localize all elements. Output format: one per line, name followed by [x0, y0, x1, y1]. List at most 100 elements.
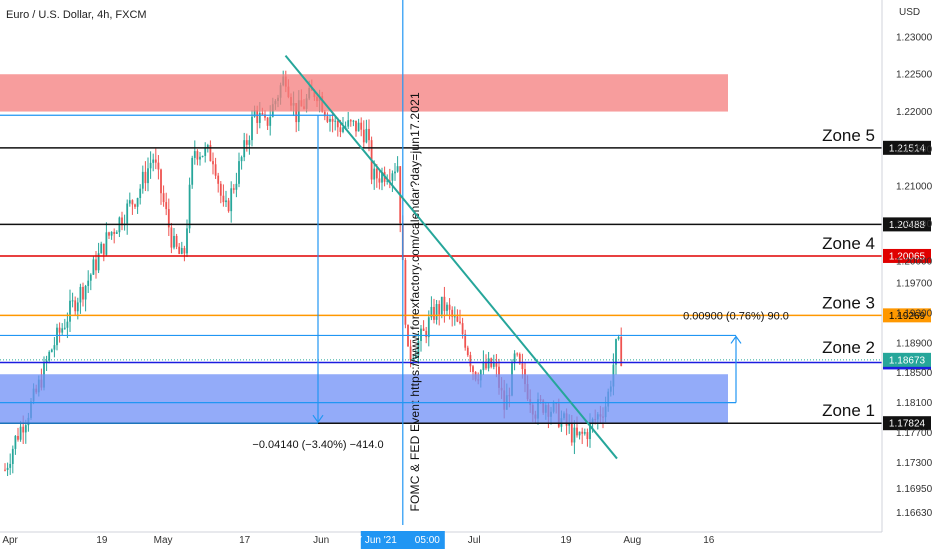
- candle-body: [581, 431, 584, 434]
- candle-body: [461, 323, 464, 335]
- candle-body: [113, 231, 116, 234]
- candle-body: [225, 200, 227, 203]
- time-tick-label: Aug: [623, 535, 641, 546]
- candle-body: [214, 164, 217, 176]
- candle-body: [485, 361, 487, 369]
- candle-body: [375, 168, 378, 179]
- candle-body: [22, 426, 25, 433]
- candle-body: [438, 304, 441, 315]
- candle-body: [258, 113, 261, 123]
- candle-body: [240, 157, 243, 162]
- candle-body: [84, 285, 87, 300]
- candle-body: [238, 161, 240, 184]
- candle-body: [495, 362, 498, 367]
- candle-body: [149, 162, 152, 169]
- candle-body: [253, 110, 256, 117]
- candle-body: [433, 306, 435, 320]
- price-badge: 1.20488: [889, 220, 926, 231]
- candle-body: [349, 120, 352, 122]
- price-badge: 1.20065: [889, 251, 926, 262]
- candle-body: [492, 362, 495, 367]
- candle-body: [256, 110, 259, 123]
- candle-body: [219, 183, 222, 196]
- price-tick-label: 1.20000: [896, 256, 932, 267]
- time-axis[interactable]: Apr 19 May 17 Jun 17 Jun '21 05:00 Jul 19 Aug 16: [0, 531, 882, 549]
- candle-body: [420, 328, 422, 342]
- candle-body: [165, 202, 168, 210]
- candle-body: [136, 198, 139, 207]
- drop-measure-label: −0.04140 (−3.40%) −414.0: [252, 439, 383, 451]
- candle-body: [160, 169, 162, 194]
- price-tick-label: 1.18500: [896, 368, 932, 379]
- candle-body: [144, 171, 147, 184]
- price-tick-label: 1.17300: [896, 458, 932, 469]
- time-tick-label: Apr: [2, 535, 18, 546]
- candle-body: [201, 155, 204, 157]
- candle-body: [414, 355, 417, 359]
- candle-body: [570, 423, 573, 443]
- candle-body: [264, 114, 266, 118]
- candle-body: [357, 122, 360, 132]
- candle-body: [76, 302, 79, 312]
- candle-body: [66, 321, 69, 328]
- candle-body: [295, 103, 298, 123]
- price-badge: 1.17824: [889, 419, 926, 430]
- chart-title: Euro / U.S. Dollar, 4h, FXCM: [6, 9, 147, 21]
- candle-body: [212, 161, 214, 165]
- candle-body: [167, 209, 170, 228]
- candle-body: [362, 129, 365, 143]
- candle-body: [412, 358, 415, 360]
- candle-body: [128, 200, 131, 204]
- candle-body: [269, 116, 272, 126]
- candle-body: [248, 140, 251, 145]
- candle-body: [266, 117, 269, 126]
- candle-body: [4, 469, 6, 471]
- candle-body: [115, 232, 118, 234]
- candle-body: [61, 328, 64, 333]
- candle-body: [17, 435, 19, 440]
- trendline[interactable]: [284, 54, 618, 460]
- support-zone: [0, 374, 728, 424]
- candle-body: [178, 246, 181, 254]
- price-tick-label: 1.22500: [896, 70, 932, 81]
- candle-body: [45, 360, 48, 362]
- candle-body: [589, 422, 591, 440]
- candle-body: [578, 431, 581, 436]
- candle-body: [193, 151, 196, 158]
- price-tick-label: 1.18900: [896, 338, 932, 349]
- candle-body: [386, 180, 389, 182]
- levels-layer: 1.21514 Zone 5 1.20488 1.20065 Zone 4 1.19269…: [0, 126, 931, 431]
- candle-body: [334, 120, 337, 122]
- candle-body: [378, 178, 381, 183]
- candle-body: [373, 168, 376, 180]
- candle-body: [131, 200, 134, 205]
- candle-body: [162, 193, 165, 203]
- candle-body: [11, 448, 14, 464]
- candle-body: [617, 336, 620, 340]
- candle-body: [417, 341, 420, 356]
- candle-body: [339, 127, 342, 132]
- price-tick-label: 1.22000: [896, 107, 932, 118]
- candle-body: [152, 159, 155, 163]
- candle-body: [487, 358, 490, 369]
- candle-body: [391, 173, 394, 181]
- candle-body: [448, 304, 451, 310]
- current-price-badge: 1.18673: [889, 355, 926, 366]
- candle-body: [186, 228, 188, 254]
- candle-body: [230, 188, 233, 212]
- candle-body: [175, 235, 178, 247]
- candle-body: [243, 140, 246, 158]
- currency-label: USD: [899, 7, 920, 18]
- candle-body: [56, 327, 58, 346]
- price-badge-bg: [883, 416, 931, 431]
- candle-body: [222, 195, 225, 203]
- zone-label: Zone 2: [822, 338, 875, 357]
- candle-body: [100, 243, 103, 254]
- resistance-zone: [0, 74, 728, 112]
- candle-body: [368, 128, 370, 141]
- candle-body: [180, 248, 183, 254]
- candle-body: [381, 171, 383, 183]
- time-tick-label: 16: [703, 535, 715, 546]
- price-axis[interactable]: 1.23000 1.22500 1.22000 1.21500 1.21000 1.205…: [881, 0, 932, 532]
- candle-body: [466, 347, 469, 356]
